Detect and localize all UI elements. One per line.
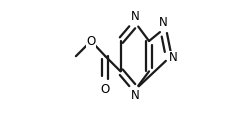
Text: O: O bbox=[101, 83, 110, 96]
Text: O: O bbox=[86, 35, 96, 48]
Text: N: N bbox=[159, 16, 168, 29]
Text: N: N bbox=[169, 51, 178, 64]
Text: N: N bbox=[131, 10, 140, 23]
Text: N: N bbox=[131, 89, 140, 102]
